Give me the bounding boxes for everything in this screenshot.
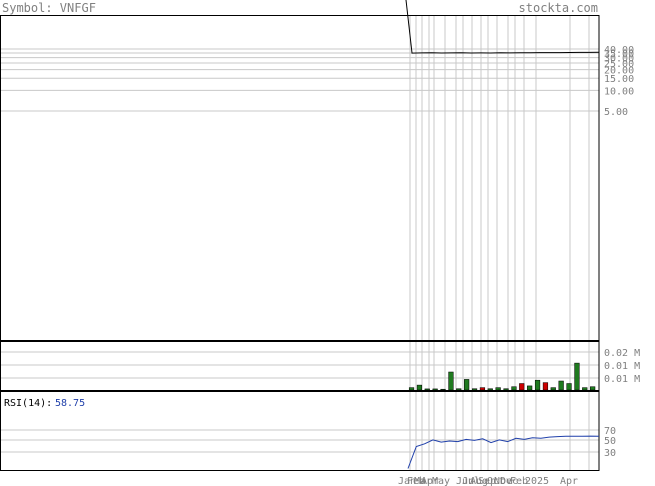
- price-frame: [0, 15, 600, 341]
- x-axis-label: Feb: [407, 476, 425, 486]
- price-tick-label: 25.00: [604, 59, 634, 70]
- price-tick-label: 10.00: [604, 86, 634, 97]
- volume-bar: [542, 382, 549, 391]
- x-axis-label: Aug: [470, 476, 488, 486]
- x-axis-label: Nov: [494, 476, 512, 486]
- volume-bar: [440, 388, 446, 391]
- volume-panel: 0.02 M 0.01 M 0.01 M: [0, 341, 640, 391]
- x-axis-label: Mar: [414, 476, 432, 486]
- x-axis-label: Dec: [500, 476, 518, 486]
- volume-frame: [0, 341, 600, 391]
- volume-bar: [511, 386, 517, 391]
- volume-bar: [495, 387, 501, 391]
- rsi-value: 58.75: [55, 398, 85, 409]
- x-axis-label: May: [432, 476, 450, 486]
- volume-bar: [534, 379, 541, 391]
- x-axis-label: 2025: [525, 476, 549, 486]
- rsi-frame: [0, 391, 600, 471]
- volume-bar: [527, 385, 533, 391]
- volume-bar: [519, 383, 525, 391]
- x-axis-label: Jul: [462, 476, 480, 486]
- x-axis-label: Apr: [421, 476, 439, 486]
- price-line: [405, 0, 600, 54]
- volume-bar: [590, 386, 596, 391]
- rsi-tick-label: 70: [604, 426, 616, 437]
- price-tick-label: 30.00: [604, 54, 634, 65]
- volume-bar: [479, 387, 486, 391]
- volume-bar: [448, 371, 454, 391]
- price-tick-label: 35.00: [604, 49, 634, 60]
- site-label: stockta.com: [519, 1, 598, 15]
- volume-bar: [416, 384, 423, 391]
- volume-bar: [503, 388, 509, 391]
- volume-bar: [558, 380, 564, 391]
- x-axis-label: Oct: [487, 476, 505, 486]
- rsi-line: [407, 435, 600, 469]
- price-tick-label: 15.00: [604, 74, 634, 85]
- rsi-label: RSI(14):: [4, 398, 52, 409]
- volume-bar: [566, 383, 572, 391]
- volume-bar: [432, 388, 438, 391]
- volume-bar: [550, 387, 556, 391]
- volume-bar: [582, 387, 588, 391]
- volume-tick-label: 0.01 M: [604, 361, 640, 372]
- x-axis-label: Apr: [560, 476, 578, 486]
- volume-bar: [424, 388, 430, 391]
- x-axis-label: Feb: [510, 476, 528, 486]
- volume-bar: [487, 388, 493, 391]
- volume-tick-label: 0.01 M: [604, 374, 640, 385]
- rsi-tick-label: 30: [604, 448, 616, 459]
- x-axis-label: Jun: [456, 476, 474, 486]
- price-tick-label: 40.00: [604, 45, 634, 56]
- volume-bar: [464, 379, 470, 391]
- volume-bar: [408, 387, 415, 391]
- price-tick-label: 20.00: [604, 66, 634, 77]
- price-tick-label: 5.00: [604, 107, 628, 118]
- rsi-tick-label: 50: [604, 436, 616, 447]
- volume-bar: [456, 388, 462, 391]
- x-axis-label: Sep: [478, 476, 496, 486]
- volume-bar: [574, 362, 580, 391]
- volume-bar: [471, 388, 478, 391]
- volume-tick-label: 0.02 M: [604, 348, 640, 359]
- x-axis-label: Jan: [398, 476, 416, 486]
- symbol-label: Symbol: VNFGF: [2, 1, 96, 15]
